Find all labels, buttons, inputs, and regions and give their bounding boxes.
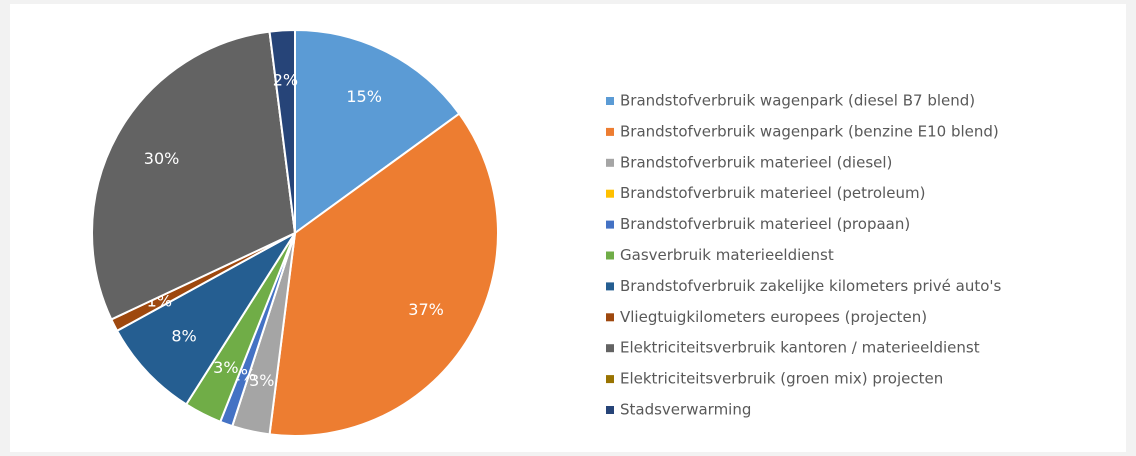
legend-swatch bbox=[606, 344, 614, 353]
legend-label: Brandstofverbruik wagenpark (diesel B7 b… bbox=[620, 92, 975, 110]
legend-swatch bbox=[606, 97, 614, 105]
pie-slice bbox=[91, 30, 297, 321]
legend-label: Gasverbruik materieeldienst bbox=[620, 246, 834, 264]
legend-swatch bbox=[606, 158, 614, 167]
legend-label: Vliegtuigkilometers europees (projecten) bbox=[620, 308, 927, 326]
legend-swatch bbox=[606, 313, 614, 322]
legend-swatch bbox=[606, 220, 614, 229]
pie-slice bbox=[115, 232, 296, 406]
pie-slice bbox=[294, 28, 461, 235]
legend-label: Elektriciteitsverbruik kantoren / materi… bbox=[620, 339, 980, 357]
pie-slice bbox=[268, 112, 499, 437]
legend-label: Brandstofverbruik wagenpark (benzine E10… bbox=[620, 122, 999, 140]
data-label: 3% bbox=[213, 358, 238, 377]
data-label: 8% bbox=[171, 327, 196, 346]
data-label: 2% bbox=[273, 71, 298, 90]
legend-swatch bbox=[606, 375, 614, 384]
data-label: 37% bbox=[408, 300, 444, 319]
pie-slice bbox=[268, 28, 296, 234]
legend-swatch bbox=[606, 251, 614, 260]
legend-swatch bbox=[606, 189, 614, 198]
legend-swatch bbox=[606, 127, 614, 136]
legend-swatch bbox=[606, 406, 614, 414]
data-label: 3% bbox=[249, 371, 274, 390]
legend-swatch bbox=[606, 282, 614, 291]
data-label: 30% bbox=[144, 149, 180, 168]
legend-label: Brandstofverbruik zakelijke kilometers p… bbox=[620, 277, 1002, 295]
legend-label: Brandstofverbruik materieel (petroleum) bbox=[620, 184, 925, 202]
legend-label: Elektriciteitsverbruik (groen mix) proje… bbox=[620, 370, 943, 388]
legend-label: Brandstofverbruik materieel (diesel) bbox=[620, 153, 892, 171]
legend-label: Stadsverwarming bbox=[620, 401, 751, 419]
data-label: 15% bbox=[346, 87, 382, 106]
legend-label: Brandstofverbruik materieel (propaan) bbox=[620, 215, 910, 233]
